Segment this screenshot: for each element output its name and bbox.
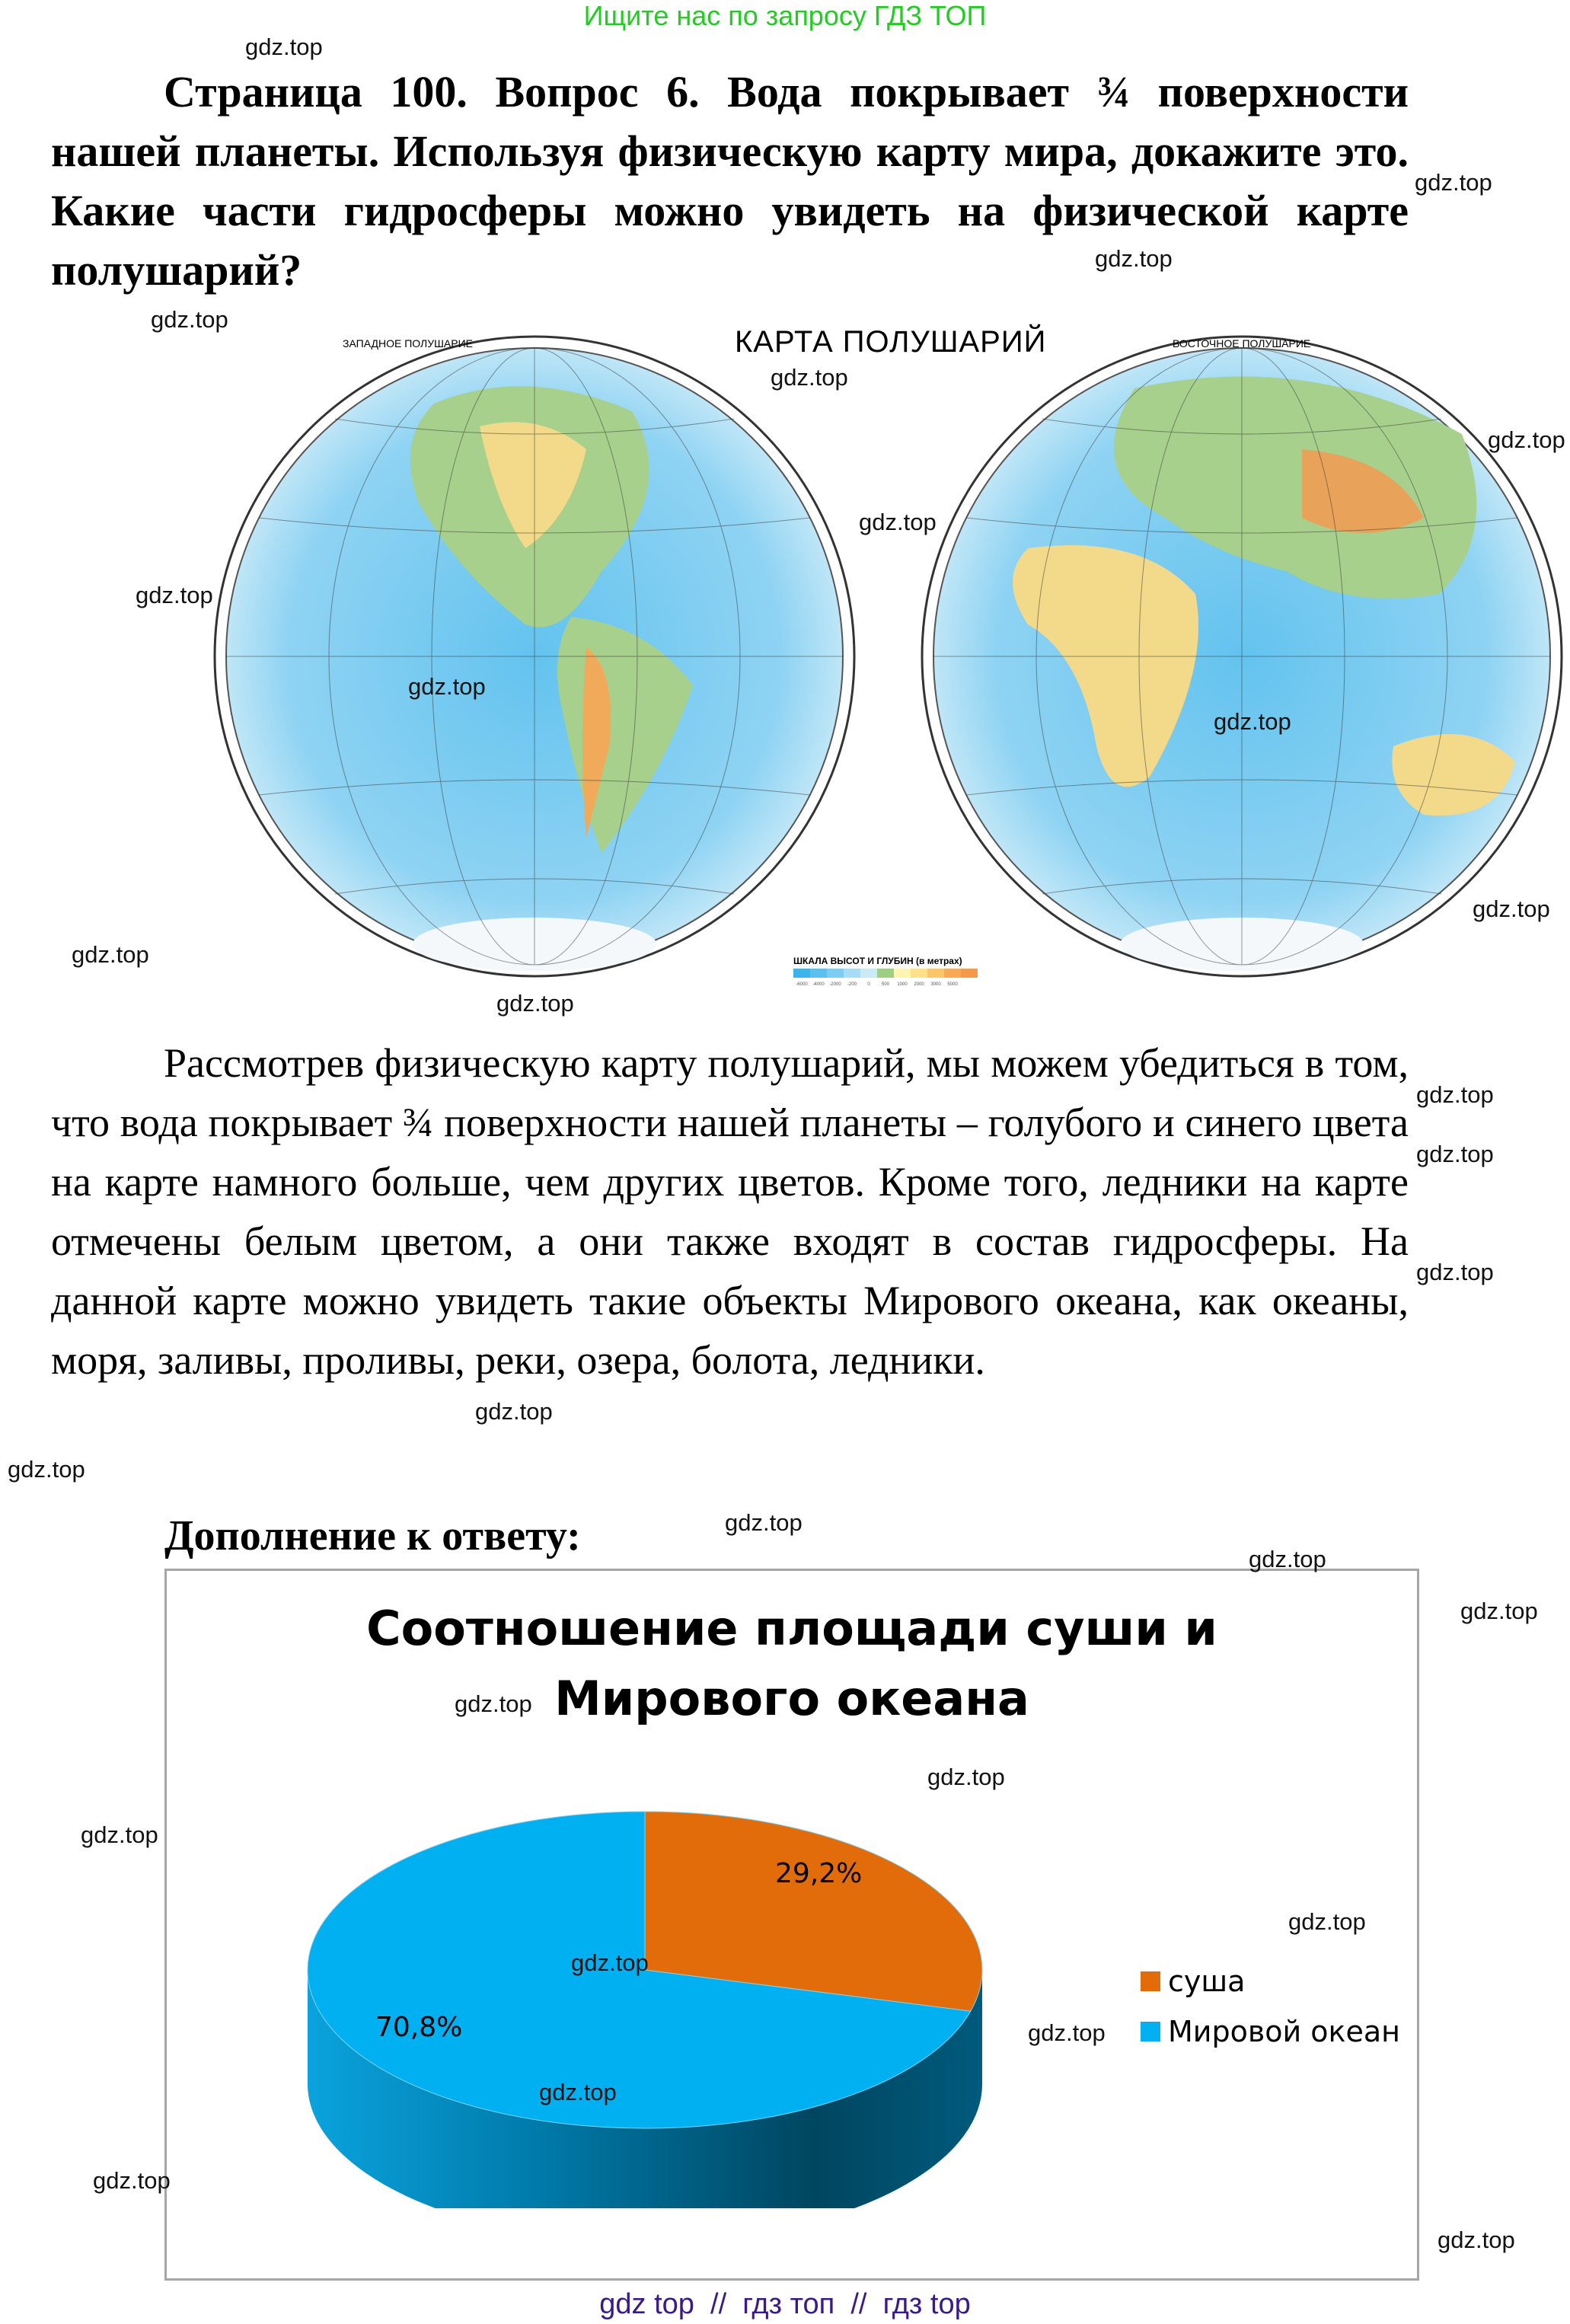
west-hemisphere-label: ЗАПАДНОЕ ПОЛУШАРИЕ xyxy=(343,337,473,350)
scale-color-cell xyxy=(894,969,911,978)
watermark: gdz.top xyxy=(1488,426,1565,453)
legend-item-ocean: Мировой океан xyxy=(1141,2015,1400,2048)
scale-tick: -200 xyxy=(847,982,857,987)
watermark: gdz.top xyxy=(136,582,213,608)
watermark: gdz.top xyxy=(245,34,323,60)
scale-tick: 5000 xyxy=(947,982,958,987)
pie-slice-ocean xyxy=(307,1811,972,2129)
watermark: gdz.top xyxy=(1416,1141,1494,1167)
watermark: gdz.top xyxy=(1460,1598,1538,1624)
watermark: gdz.top xyxy=(1214,708,1291,735)
watermark: gdz.top xyxy=(475,1398,553,1425)
watermark: gdz.top xyxy=(1415,169,1492,196)
watermark: gdz.top xyxy=(725,1509,803,1536)
watermark: gdz.top xyxy=(151,306,228,333)
extra-title: Дополнение к ответу: xyxy=(164,1512,581,1559)
chart-title: Соотношение площади суши и Мирового океа… xyxy=(164,1594,1419,1734)
scale-color-cell xyxy=(810,969,827,978)
watermark: gdz.top xyxy=(8,1456,85,1483)
pie-slice-land xyxy=(644,1811,983,2012)
scale-color-cell xyxy=(944,969,961,978)
watermark: gdz.top xyxy=(771,364,848,391)
scale-color-cell xyxy=(860,969,877,978)
eurasia xyxy=(1113,376,1477,599)
scale-color-cell xyxy=(827,969,844,978)
footer-links[interactable]: gdz top // гдз топ // гдз top xyxy=(599,2288,971,2320)
scale-color-cell xyxy=(877,969,894,978)
pie-side-wall xyxy=(308,1970,982,2208)
watermark: gdz.top xyxy=(408,673,486,700)
legend-item-land: суша xyxy=(1141,1965,1400,1998)
scale-color-cell xyxy=(961,969,978,978)
legend-label-ocean: Мировой океан xyxy=(1168,2015,1400,2048)
watermark: gdz.top xyxy=(1416,1081,1494,1108)
watermark: gdz.top xyxy=(1438,2227,1515,2253)
watermark: gdz.top xyxy=(927,1764,1005,1790)
scale-tick: 500 xyxy=(882,982,890,987)
watermark: gdz.top xyxy=(539,2079,617,2105)
watermark: gdz.top xyxy=(72,941,149,968)
legend-label-land: суша xyxy=(1168,1965,1246,1998)
pie-chart xyxy=(307,1811,983,2208)
australia xyxy=(1392,734,1515,816)
scale-tick: 0 xyxy=(867,982,870,987)
scale-tick: 3000 xyxy=(930,982,941,987)
search-banner[interactable]: Ищите нас по запросу ГДЗ ТОП xyxy=(583,0,987,31)
scale-color-cell xyxy=(793,969,810,978)
western-hemisphere xyxy=(213,335,856,978)
chart-title-line-1: Соотношение площади суши и xyxy=(366,1601,1217,1656)
watermark: gdz.top xyxy=(1095,245,1173,272)
answer-text: Рассмотрев физическую карту полушарий, м… xyxy=(51,1040,1409,1383)
scale-tick: -2000 xyxy=(829,982,841,987)
hemispheres-map: ЗАПАДНОЕ ПОЛУШАРИЕ КАРТА ПОЛУШАРИЙ ВОСТО… xyxy=(213,324,1563,987)
watermark: gdz.top xyxy=(93,2167,171,2194)
scale-color-cell xyxy=(911,969,927,978)
watermark: gdz.top xyxy=(81,1821,158,1848)
watermark: gdz.top xyxy=(859,509,937,535)
watermark: gdz.top xyxy=(496,990,574,1017)
watermark: gdz.top xyxy=(455,1690,532,1717)
eastern-hemisphere xyxy=(921,335,1563,978)
scale-title: ШКАЛА ВЫСОТ И ГЛУБИН (в метрах) xyxy=(793,956,962,966)
watermark: gdz.top xyxy=(1416,1259,1494,1285)
scale-tick: -6000 xyxy=(796,982,808,987)
watermark: gdz.top xyxy=(1249,1546,1326,1572)
scale-tick: 2000 xyxy=(914,982,924,987)
legend-swatch-ocean xyxy=(1141,2022,1160,2041)
chart-title-line-2: Мирового океана xyxy=(554,1671,1029,1726)
question-text: Страница 100. Вопрос 6. Вода покрывает ¾… xyxy=(51,67,1409,295)
watermark: gdz.top xyxy=(1028,2019,1106,2046)
east-hemisphere-label: ВОСТОЧНОЕ ПОЛУШАРИЕ xyxy=(1173,337,1310,350)
legend-swatch-land xyxy=(1141,1971,1160,1991)
legend: суша Мировой океан xyxy=(1141,1965,1400,2048)
data-label-land: 29,2% xyxy=(775,1858,863,1889)
watermark: gdz.top xyxy=(1473,895,1550,922)
watermark: gdz.top xyxy=(1288,1908,1366,1935)
scale-tick: 1000 xyxy=(897,982,908,987)
scale-color-cell xyxy=(927,969,944,978)
chart-frame xyxy=(164,1569,1419,2281)
data-label-ocean: 70,8% xyxy=(375,2012,463,2043)
scale-tick: -4000 xyxy=(812,982,825,987)
map-title: КАРТА ПОЛУШАРИЙ xyxy=(735,324,1046,359)
scale-color-cell xyxy=(844,969,860,978)
watermark: gdz.top xyxy=(571,1949,649,1976)
elevation-scale: ШКАЛА ВЫСОТ И ГЛУБИН (в метрах) -6000 -40… xyxy=(793,956,978,987)
africa xyxy=(1013,545,1198,787)
